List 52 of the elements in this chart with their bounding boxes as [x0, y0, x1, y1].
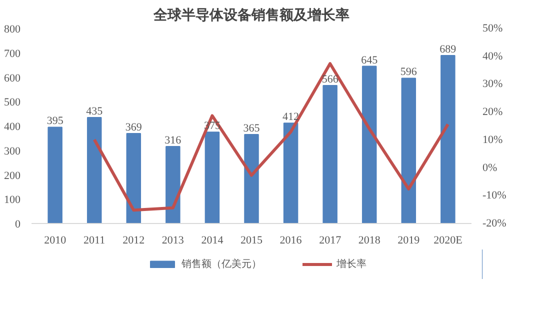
bar	[322, 85, 338, 224]
bar	[166, 146, 180, 224]
chart-title: 全球半导体设备销售额及增长率	[152, 6, 350, 24]
bar	[204, 132, 220, 224]
y-tick-label: 200	[4, 170, 21, 182]
x-tick-label: 2010	[44, 234, 67, 246]
y-tick-label: 500	[4, 96, 21, 109]
data-label: 435	[86, 105, 104, 118]
data-label: 689	[440, 44, 457, 56]
x-tick-label: 2015	[240, 234, 263, 246]
y2-tick-label: 30%	[482, 78, 503, 90]
bar	[244, 134, 259, 224]
bar	[48, 126, 62, 224]
x-tick-label: 2012	[122, 234, 145, 246]
bar	[126, 133, 142, 224]
data-label: 395	[46, 115, 64, 128]
legend-label: 增长率	[336, 258, 366, 271]
legend-label: 销售额（亿美元）	[182, 258, 262, 271]
x-tick-label: 2020E	[434, 234, 463, 246]
bar	[283, 122, 298, 224]
y-tick-label: 700	[4, 48, 21, 60]
data-label: 645	[361, 54, 378, 66]
y2-tick-label: 10%	[482, 134, 503, 146]
bar	[401, 78, 416, 224]
y2-tick-label: 0%	[482, 162, 498, 174]
y-tick-label: 400	[4, 121, 21, 133]
x-tick-label: 2016	[280, 234, 302, 246]
y2-tick-label: -20%	[482, 218, 506, 230]
y2-tick-label: 50%	[482, 22, 503, 34]
bar	[86, 116, 102, 224]
data-label: 596	[400, 66, 418, 78]
y2-tick-label: -10%	[482, 190, 506, 202]
y-tick-label: 800	[4, 24, 21, 36]
data-label: 566	[322, 74, 339, 86]
y-tick-label: 0	[15, 218, 21, 230]
x-tick-label: 2019	[398, 234, 420, 246]
y-tick-label: 600	[4, 72, 21, 84]
data-label: 412	[282, 111, 300, 124]
bar	[440, 55, 456, 224]
x-tick-label: 2018	[358, 234, 381, 246]
data-label: 369	[125, 122, 142, 134]
bar	[362, 66, 377, 224]
x-tick-label: 2014	[201, 234, 224, 246]
data-label: 316	[164, 134, 182, 146]
x-tick-label: 2013	[162, 234, 184, 246]
y-tick-label: 300	[4, 145, 21, 158]
y2-tick-label: 40%	[482, 50, 503, 62]
y-tick-label: 100	[4, 194, 21, 206]
y2-tick-label: 20%	[482, 106, 503, 118]
data-label: 365	[243, 122, 260, 135]
x-tick-label: 2017	[319, 234, 342, 246]
x-tick-label: 2011	[84, 234, 106, 246]
